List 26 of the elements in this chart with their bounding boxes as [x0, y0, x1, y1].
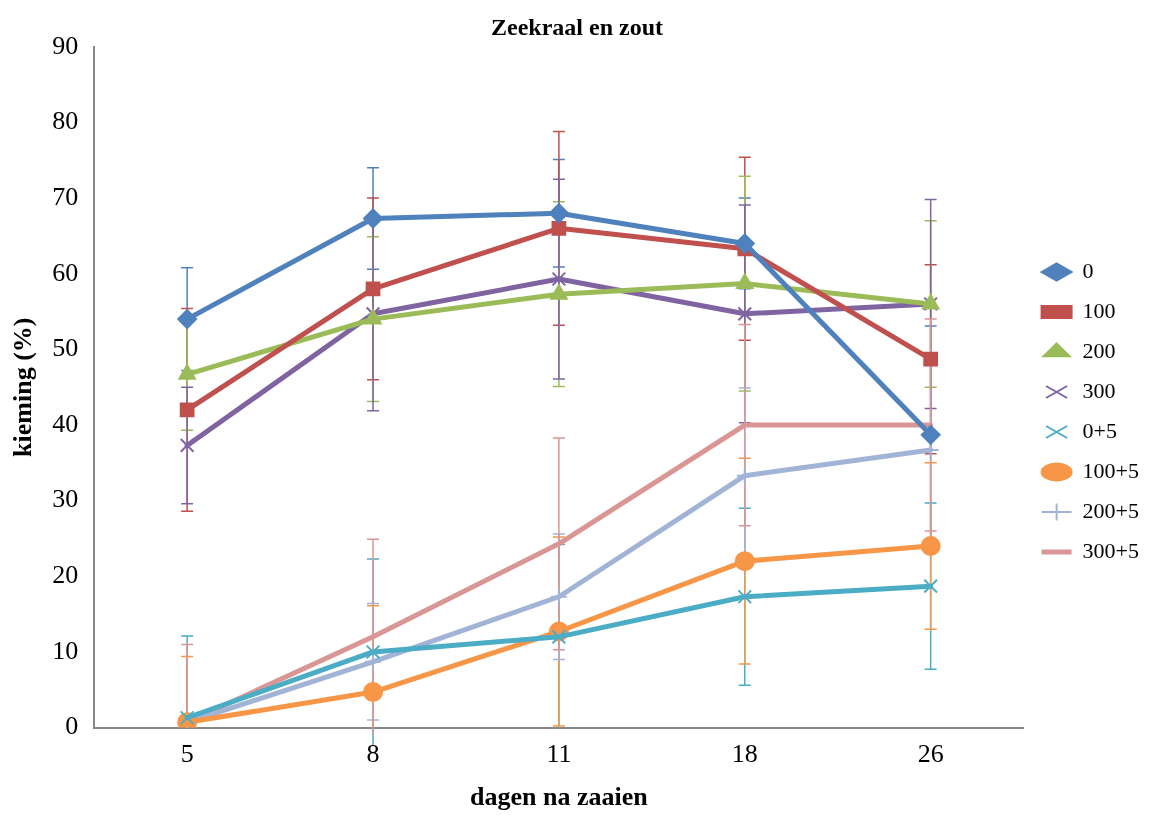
legend-label: 300+5	[1082, 537, 1140, 563]
y-tick-label: 20	[52, 560, 79, 590]
y-tick-label: 40	[52, 408, 79, 438]
legend-label: 100+5	[1082, 457, 1140, 483]
y-tick-label: 10	[52, 635, 79, 665]
x-axis-title: dagen na zaaien	[470, 782, 649, 812]
legend-label: 200+5	[1082, 497, 1140, 523]
y-tick-label: 30	[52, 484, 79, 514]
x-tick-label: 8	[366, 739, 380, 769]
legend-label: 300	[1082, 377, 1116, 403]
legend-label: 100	[1082, 297, 1116, 323]
y-tick-label: 90	[52, 30, 79, 60]
legend-label: 0+5	[1082, 417, 1118, 443]
x-tick-label: 18	[731, 739, 758, 769]
y-tick-label: 50	[52, 333, 79, 363]
legend-label: 0	[1082, 257, 1094, 283]
x-tick-label: 26	[917, 739, 944, 769]
x-tick-label: 5	[180, 739, 194, 769]
y-tick-label: 70	[52, 181, 79, 211]
chart-title: Zeekraal en zout	[491, 13, 663, 40]
legend-label: 200	[1082, 337, 1116, 363]
y-tick-label: 0	[65, 711, 79, 741]
y-axis-title: kieming (%)	[8, 317, 38, 457]
y-tick-label: 80	[52, 106, 79, 136]
y-tick-label: 60	[52, 257, 79, 287]
x-tick-label: 11	[546, 739, 572, 769]
